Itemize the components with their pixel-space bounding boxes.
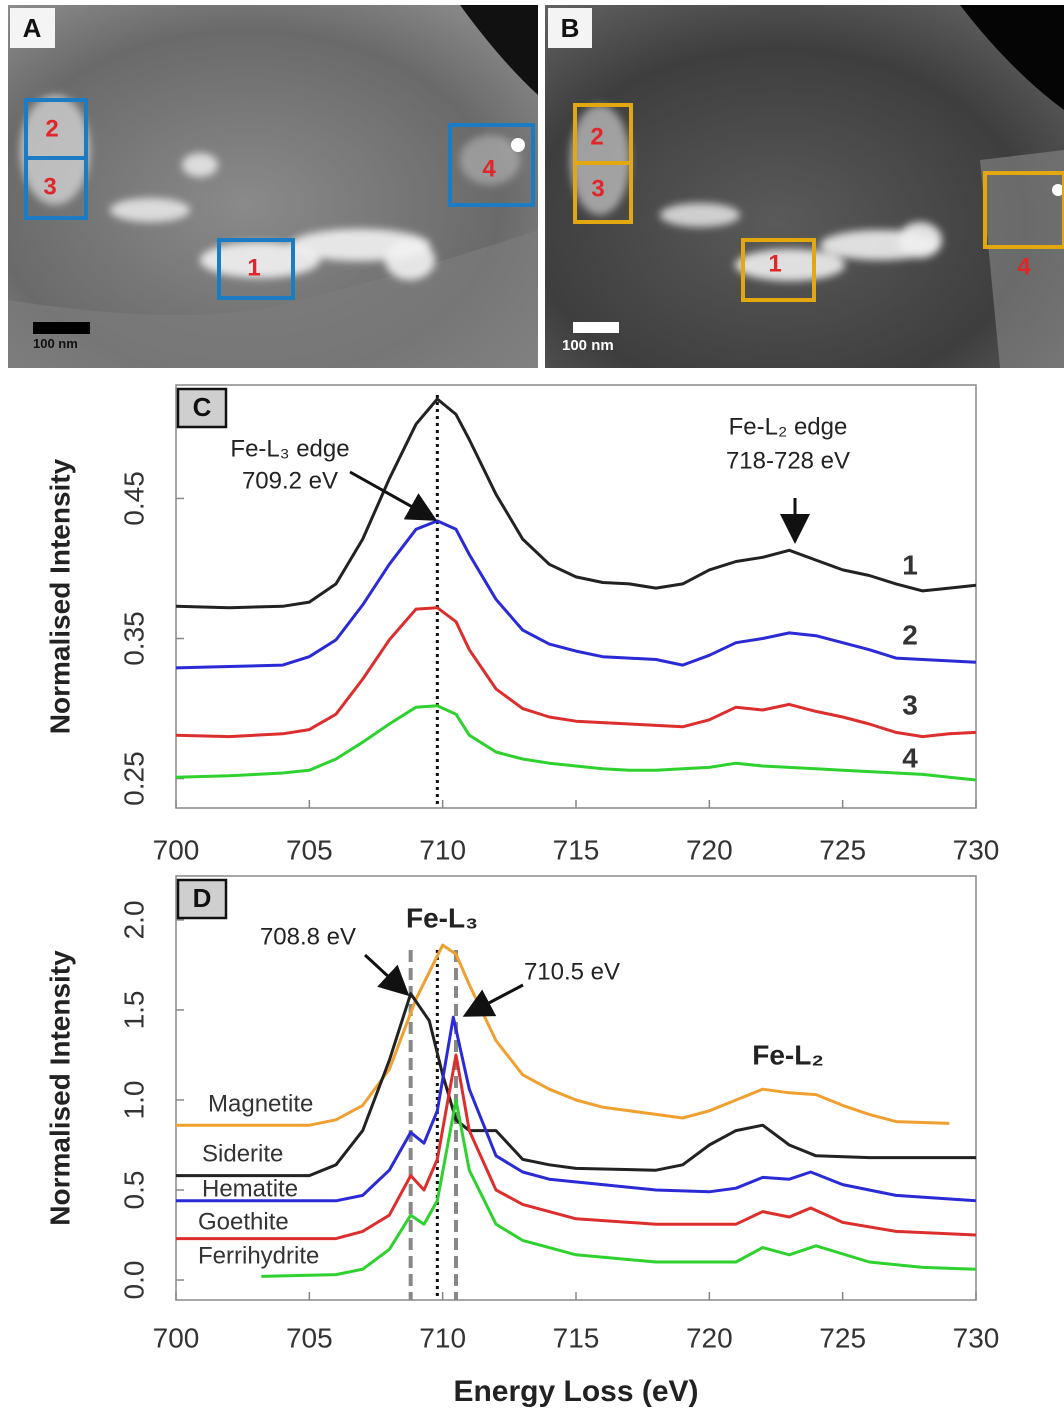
annotation: Fe-L₂ edge — [729, 413, 848, 440]
box-label: 3 — [591, 175, 604, 202]
series-label: Siderite — [202, 1140, 283, 1167]
x-tick-label: 710 — [419, 1322, 466, 1353]
series-line — [176, 992, 976, 1178]
box-label: 1 — [768, 250, 781, 277]
micrograph-a: 2 3 4 1 100 nm A — [8, 5, 538, 368]
series-line — [175, 704, 977, 782]
plot-frame — [175, 384, 977, 809]
x-tick-label: 705 — [286, 834, 333, 865]
annotation: 708.8 eV — [260, 923, 356, 950]
series-line — [176, 1053, 977, 1241]
x-tick-label: 720 — [686, 834, 733, 865]
box-label: 4 — [482, 155, 496, 182]
series-label: 3 — [902, 689, 918, 720]
series-label: Hematite — [202, 1175, 298, 1202]
series-label: 4 — [902, 742, 918, 773]
y-tick-label: 0.0 — [118, 1261, 149, 1300]
panel-tag: C — [193, 392, 212, 422]
y-axis-title: Normalised Intensity — [44, 950, 75, 1226]
y-tick-label: 1.5 — [118, 990, 149, 1029]
x-tick-label: 725 — [819, 834, 866, 865]
x-tick-label: 730 — [953, 834, 1000, 865]
series-label: Goethite — [198, 1208, 289, 1235]
panel-tag: D — [193, 883, 212, 913]
series-line — [176, 1015, 977, 1203]
x-tick-label: 700 — [153, 1322, 200, 1353]
annotation: Fe-L₃ — [406, 902, 478, 933]
annotation: Fe-L₂ — [752, 1039, 824, 1070]
series-line — [175, 397, 977, 610]
y-tick-label: 0.25 — [118, 751, 149, 806]
box-label: 3 — [43, 173, 56, 200]
y-tick-label: 0.45 — [118, 471, 149, 525]
x-axis-title: Energy Loss (eV) — [453, 1375, 698, 1408]
annotation-arrow — [349, 470, 438, 521]
series-line — [261, 1098, 977, 1278]
micrograph-b: 2 3 4 1 100 nm B — [545, 5, 1064, 368]
panel-label: A — [23, 13, 42, 43]
y-tick-label: 0.35 — [118, 611, 149, 666]
y-tick-label: 2.0 — [118, 900, 149, 939]
annotation: 718-728 eV — [726, 447, 850, 474]
panel-label: B — [561, 13, 580, 43]
box-label: 4 — [1017, 253, 1031, 280]
plot-frame — [175, 875, 977, 1301]
x-tick-label: 725 — [819, 1322, 866, 1353]
x-tick-label: 715 — [553, 1322, 600, 1353]
annotation-arrow — [363, 953, 410, 997]
y-tick-label: 0.5 — [118, 1171, 149, 1210]
x-tick-label: 715 — [553, 834, 600, 865]
series-label: Ferrihydrite — [198, 1242, 319, 1269]
series-label: Magnetite — [208, 1090, 313, 1117]
annotation: 709.2 eV — [242, 467, 338, 494]
scale-bar-label: 100 nm — [562, 337, 614, 354]
box-label: 2 — [45, 115, 58, 142]
panel-tag-box — [176, 387, 228, 429]
x-tick-label: 710 — [419, 834, 466, 865]
box-label: 2 — [590, 123, 603, 150]
annotation-arrow — [462, 983, 524, 1017]
panel-tag-box — [176, 878, 228, 920]
series-line — [175, 606, 977, 739]
series-line — [176, 943, 950, 1127]
x-tick-label: 705 — [286, 1322, 333, 1353]
box-label: 1 — [247, 254, 260, 281]
annotation: 710.5 eV — [524, 958, 620, 985]
y-tick-label: 1.0 — [118, 1081, 149, 1120]
scale-bar-label: 100 nm — [33, 336, 78, 351]
annotation: Fe-L₃ edge — [230, 435, 349, 462]
x-tick-label: 720 — [686, 1322, 733, 1353]
series-label: 1 — [902, 549, 918, 580]
series-line — [175, 519, 977, 670]
x-tick-label: 730 — [953, 1322, 1000, 1353]
x-tick-label: 700 — [153, 834, 200, 865]
series-label: 2 — [902, 619, 918, 650]
y-axis-title: Normalised Intensity — [44, 458, 75, 734]
